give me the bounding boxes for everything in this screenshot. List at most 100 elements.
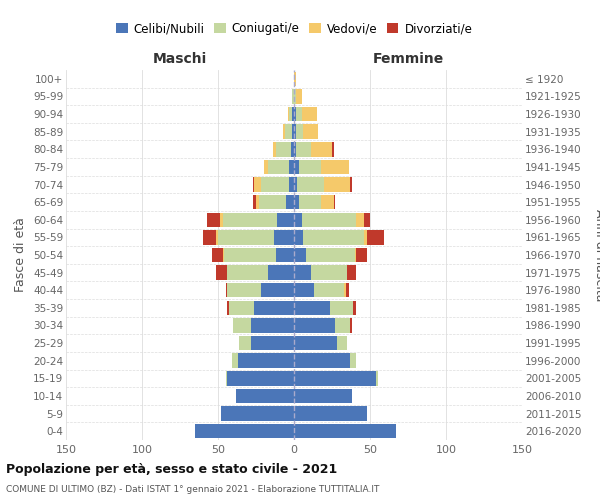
Bar (299, 160, 322, 174)
Bar (251, 336, 294, 350)
Bar (292, 89, 294, 104)
Bar (223, 248, 224, 262)
Bar (276, 142, 291, 156)
Bar (217, 266, 227, 280)
Bar (294, 283, 314, 298)
Bar (296, 107, 302, 122)
Bar (294, 318, 335, 332)
Bar (294, 248, 306, 262)
Bar (218, 230, 274, 244)
Bar (294, 424, 396, 438)
Bar (260, 178, 289, 192)
Text: COMUNE DI ULTIMO (BZ) - Dati ISTAT 1° gennaio 2021 - Elaborazione TUTTITALIA.IT: COMUNE DI ULTIMO (BZ) - Dati ISTAT 1° ge… (6, 485, 379, 494)
Bar (303, 230, 364, 244)
Bar (296, 124, 303, 139)
Bar (289, 160, 294, 174)
Bar (350, 178, 352, 192)
Bar (314, 283, 344, 298)
Bar (376, 371, 377, 386)
Bar (346, 283, 349, 298)
Bar (253, 178, 254, 192)
Bar (276, 248, 294, 262)
Bar (291, 142, 294, 156)
Bar (303, 124, 319, 139)
Bar (356, 212, 364, 227)
Bar (288, 107, 289, 122)
Bar (226, 283, 227, 298)
Bar (274, 230, 294, 244)
Bar (220, 212, 223, 227)
Bar (277, 212, 294, 227)
Text: Femmine: Femmine (373, 52, 443, 66)
Bar (294, 300, 331, 315)
Bar (337, 336, 347, 350)
Bar (353, 300, 356, 315)
Bar (296, 142, 311, 156)
Text: Maschi: Maschi (153, 52, 207, 66)
Bar (350, 318, 352, 332)
Bar (203, 230, 217, 244)
Bar (238, 354, 294, 368)
Bar (283, 124, 285, 139)
Bar (294, 178, 297, 192)
Bar (285, 124, 292, 139)
Bar (226, 371, 227, 386)
Bar (236, 388, 294, 403)
Bar (254, 300, 294, 315)
Bar (294, 406, 367, 421)
Bar (233, 318, 251, 332)
Y-axis label: Anni di nascita: Anni di nascita (593, 209, 600, 301)
Bar (294, 388, 352, 403)
Bar (296, 89, 302, 104)
Bar (294, 266, 311, 280)
Bar (335, 318, 350, 332)
Bar (212, 248, 223, 262)
Bar (347, 266, 356, 280)
Bar (350, 354, 356, 368)
Bar (227, 283, 260, 298)
Bar (289, 107, 292, 122)
Bar (227, 371, 294, 386)
Bar (294, 107, 296, 122)
Bar (364, 230, 367, 244)
Bar (227, 300, 229, 315)
Bar (294, 336, 337, 350)
Bar (294, 124, 296, 139)
Bar (302, 107, 317, 122)
Bar (195, 424, 294, 438)
Bar (232, 354, 238, 368)
Legend: Celibi/Nubili, Coniugati/e, Vedovi/e, Divorziati/e: Celibi/Nubili, Coniugati/e, Vedovi/e, Di… (112, 18, 476, 38)
Bar (331, 300, 353, 315)
Bar (294, 142, 296, 156)
Bar (294, 212, 302, 227)
Bar (227, 266, 268, 280)
Bar (294, 160, 299, 174)
Bar (344, 283, 346, 298)
Bar (259, 195, 286, 210)
Bar (294, 354, 350, 368)
Bar (325, 178, 350, 192)
Bar (263, 160, 268, 174)
Bar (311, 266, 347, 280)
Bar (273, 142, 276, 156)
Bar (268, 160, 289, 174)
Bar (268, 266, 294, 280)
Text: Popolazione per età, sesso e stato civile - 2021: Popolazione per età, sesso e stato civil… (6, 462, 337, 475)
Bar (254, 178, 260, 192)
Bar (364, 212, 370, 227)
Bar (294, 371, 376, 386)
Bar (260, 283, 294, 298)
Bar (229, 300, 254, 315)
Bar (289, 178, 294, 192)
Bar (251, 318, 294, 332)
Bar (322, 195, 334, 210)
Bar (322, 160, 349, 174)
Bar (217, 230, 218, 244)
Bar (294, 89, 296, 104)
Bar (208, 212, 220, 227)
Y-axis label: Fasce di età: Fasce di età (14, 218, 28, 292)
Bar (294, 72, 296, 86)
Bar (294, 230, 303, 244)
Bar (239, 336, 251, 350)
Bar (224, 248, 276, 262)
